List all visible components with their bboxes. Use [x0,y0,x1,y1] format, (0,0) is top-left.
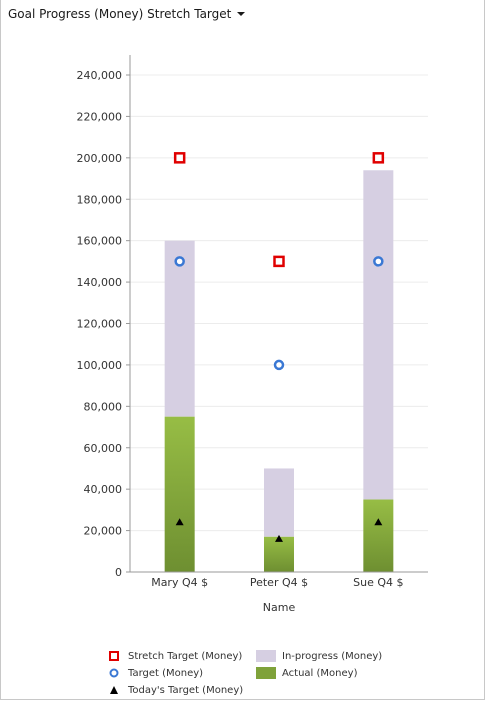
in-progress-bar [164,240,195,417]
actual-bar [264,536,294,572]
actual-bar [363,499,394,572]
x-tick-labels: Mary Q4 $ Peter Q4 $ Sue Q4 $ [151,576,403,589]
chart-title-dropdown[interactable]: Goal Progress (Money) Stretch Target [8,5,246,23]
legend-item-todays-target: Today's Target (Money) [106,682,243,698]
y-tick-label: 40,000 [84,483,123,496]
legend-item-in-progress: In-progress (Money) [256,648,382,664]
y-tick-label: 20,000 [84,525,123,538]
stretch-target-marker [372,152,385,164]
y-tick-label: 0 [115,566,122,579]
target-marker [273,359,285,371]
todays-target-marker [374,518,383,526]
triangle-marker-icon [106,682,122,698]
y-tick-label: 60,000 [84,442,123,455]
x-tick-label: Sue Q4 $ [353,576,403,589]
y-tick-label: 120,000 [77,318,123,331]
circle-marker-icon [106,665,122,681]
x-tick-label: Mary Q4 $ [151,576,208,589]
target-marker [373,256,384,267]
x-axis-title: Name [263,601,296,614]
y-tick-label: 220,000 [77,110,123,123]
chart-plot: 0 20,000 40,000 60,000 80,000 100,000 120,000 1… [77,55,428,614]
markers [173,152,385,542]
y-tick-label: 100,000 [77,359,123,372]
y-tick-label: 140,000 [77,276,123,289]
todays-target-marker [275,534,283,542]
legend-item-actual: Actual (Money) [256,665,357,681]
y-tick-label: 80,000 [84,400,123,413]
in-progress-bar [363,170,394,500]
x-tick-label: Peter Q4 $ [250,576,308,589]
legend-label: Actual (Money) [282,667,358,679]
y-tick-label: 200,000 [77,152,123,165]
square-marker-icon [106,648,122,664]
legend-label: Target (Money) [128,667,204,679]
legend-item-target: Target (Money) [106,665,203,681]
y-tick-label: 160,000 [77,235,123,248]
legend-item-stretch-target: Stretch Target (Money) [106,648,242,664]
y-tick-label: 240,000 [77,69,123,82]
chart-title: Goal Progress (Money) Stretch Target [8,7,232,21]
legend-label: Stretch Target (Money) [128,650,243,662]
axes [129,55,428,573]
bars [164,170,394,572]
stretch-target-marker [173,152,186,164]
legend-label: Today's Target (Money) [128,684,244,696]
todays-target-marker [175,518,184,526]
y-tick-labels: 0 20,000 40,000 60,000 80,000 100,000 120,000 1… [77,69,123,579]
target-marker [174,256,185,267]
actual-swatch-icon [256,665,276,681]
inprogress-swatch-icon [256,648,276,664]
y-tick-label: 180,000 [77,193,123,206]
actual-bar [164,416,195,572]
chevron-down-icon [237,12,246,16]
in-progress-bar [264,468,294,537]
legend-label: In-progress (Money) [282,650,383,662]
stretch-target-marker [273,255,285,268]
